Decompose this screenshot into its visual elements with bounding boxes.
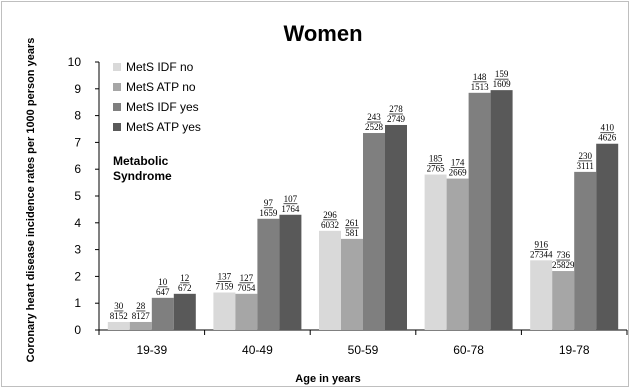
y-tick-label: 6 [74,162,81,176]
legend-label: MetS IDF no [126,60,194,74]
data-label-numerator: 97 [264,198,274,208]
data-label-denominator: 7054 [237,283,256,293]
data-label-numerator: 12 [180,273,189,283]
data-label-numerator: 230 [578,151,592,161]
data-label-numerator: 296 [323,210,337,220]
data-label-numerator: 410 [600,123,614,133]
bar [552,271,575,330]
data-label-numerator: 30 [114,301,124,311]
y-tick-label: 10 [68,55,82,69]
bar [129,321,152,330]
data-label-numerator: 127 [240,273,254,283]
bar [341,238,363,330]
y-tick-label: 1 [74,296,81,310]
y-tick-label: 4 [74,216,81,230]
data-label-denominator: 2669 [449,168,468,178]
data-label-denominator: 1609 [493,79,512,89]
data-label-denominator: 2749 [387,114,406,124]
data-label-denominator: 27344 [530,249,553,259]
chart-frame: Women Age in years Coronary heart diseas… [1,1,629,387]
annotation-line-1: Metabolic [113,154,169,168]
legend-swatch [113,123,121,131]
data-label-numerator: 261 [345,218,359,228]
data-label-denominator: 647 [156,287,170,297]
annotation-line-2: Syndrome [113,169,172,183]
bar [107,321,130,330]
y-tick-label: 5 [74,189,81,203]
x-axis-title: Age in years [295,373,360,385]
bar [574,171,597,330]
data-label-denominator: 1764 [281,204,300,214]
y-axis-title: Coronary heart disease incidence rates p… [25,38,37,363]
data-label-denominator: 3111 [577,161,594,171]
x-tick-label: 19-78 [559,343,590,357]
bar [363,133,385,330]
x-tick-label: 60-78 [453,343,484,357]
data-label-numerator: 185 [429,154,443,164]
data-label-numerator: 10 [158,277,168,287]
data-label-denominator: 7159 [215,281,234,291]
bar [530,260,553,330]
bars-group: 3081522881271064712672137715912770549716… [107,69,619,330]
bar [279,214,302,330]
x-tick-label: 50-59 [348,343,379,357]
data-label-denominator: 25829 [552,260,575,270]
x-tick-label: 40-49 [242,343,273,357]
y-tick-label: 0 [74,323,81,337]
bar [319,230,341,330]
bar [596,143,619,330]
bar [490,90,513,330]
y-tick-label: 3 [74,243,81,257]
legend-label: MetS IDF yes [126,100,199,114]
data-label-numerator: 148 [473,72,487,82]
legend-label: MetS ATP no [126,80,196,94]
legend-swatch [113,83,121,91]
data-label-numerator: 916 [534,239,548,249]
bar [446,178,469,330]
data-label-numerator: 243 [367,112,381,122]
data-label-denominator: 2765 [427,164,446,174]
data-label-denominator: 4626 [598,133,617,143]
data-label-numerator: 736 [556,250,570,260]
y-tick-label: 9 [74,82,81,96]
data-label-denominator: 8127 [132,311,151,321]
legend-swatch [113,63,121,71]
y-tick-label: 7 [74,135,81,149]
data-label-numerator: 28 [136,301,146,311]
y-tick-label: 8 [74,109,81,123]
data-label-denominator: 581 [345,228,359,238]
data-label-denominator: 1513 [471,82,490,92]
data-label-numerator: 159 [495,69,509,79]
y-tick-label: 2 [74,269,81,283]
data-label-numerator: 278 [389,104,403,114]
legend-swatch [113,103,121,111]
chart-title: Women [283,21,362,46]
legend-label: MetS ATP yes [126,120,201,134]
bar [424,174,447,330]
data-label-numerator: 137 [218,271,232,281]
data-label-denominator: 2528 [365,122,384,132]
data-label-denominator: 1659 [259,208,278,218]
bar [151,297,174,330]
data-label-denominator: 6032 [321,220,339,230]
bar [173,293,196,330]
data-label-denominator: 8152 [110,311,128,321]
legend: MetS IDF no MetS ATP no MetS IDF yes MetS A… [113,60,201,134]
data-label-denominator: 672 [178,283,192,293]
bar [213,292,236,330]
data-label-numerator: 107 [284,194,298,204]
data-label-numerator: 174 [451,158,465,168]
bar [257,218,280,330]
bar [235,293,258,330]
x-tick-label: 19-39 [136,343,167,357]
bar [385,124,407,330]
bar [468,92,491,330]
